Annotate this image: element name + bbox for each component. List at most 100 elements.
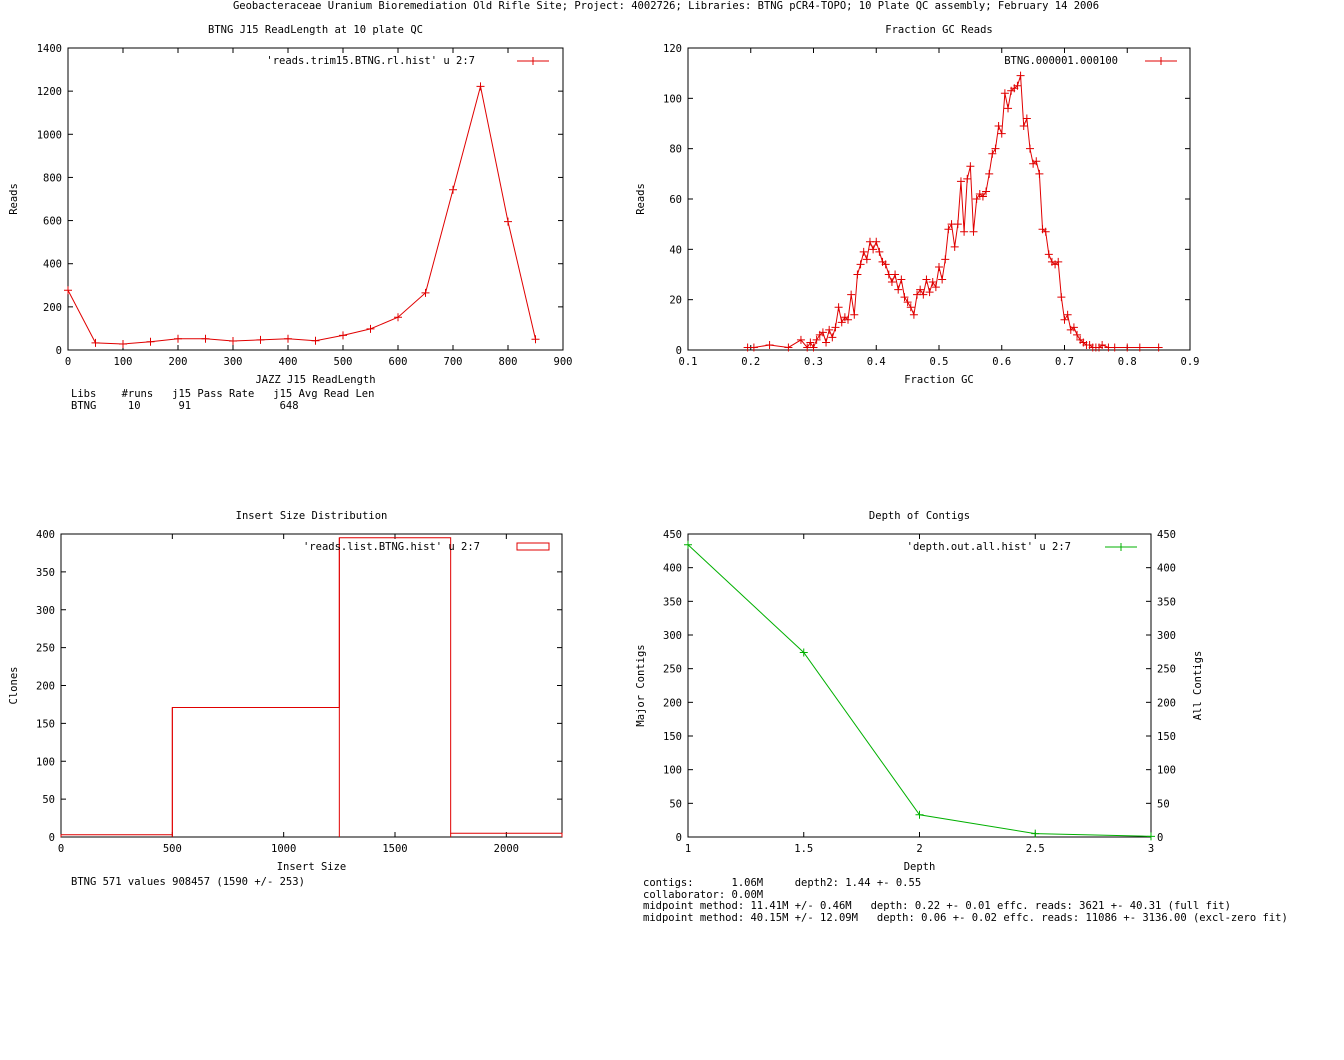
insert-stats-line: BTNG 571 values 908457 (1590 +/- 253) bbox=[71, 876, 305, 888]
depth-y-tick-label: 0 bbox=[676, 832, 682, 844]
readlength-data-point bbox=[504, 217, 512, 226]
readlength-data-point bbox=[394, 313, 402, 322]
gc-data-point bbox=[1041, 227, 1050, 236]
gc-data-point bbox=[856, 260, 865, 269]
readlength-x-tick-label: 200 bbox=[169, 356, 188, 368]
gc-data-point bbox=[969, 227, 978, 236]
gc-y-tick-label: 120 bbox=[663, 43, 682, 55]
readlength-y-tick-label: 600 bbox=[43, 216, 62, 228]
gc-y-tick-label: 60 bbox=[669, 194, 682, 206]
depth-x-tick-label: 1 bbox=[685, 843, 691, 855]
readlength-series-line bbox=[67, 86, 536, 345]
insert-y-tick-label: 150 bbox=[36, 718, 55, 730]
readlength-x-tick-label: 500 bbox=[334, 356, 353, 368]
gc-data-point bbox=[881, 260, 890, 269]
depth-y2-tick-label: 400 bbox=[1157, 563, 1176, 575]
depth-y2-tick-label: 300 bbox=[1157, 630, 1176, 642]
depth-y2-tick-label: 200 bbox=[1157, 697, 1176, 709]
gc-data-point bbox=[831, 323, 840, 332]
gc-x-tick-label: 0.3 bbox=[804, 356, 823, 368]
depth-y2-tick-label: 50 bbox=[1157, 798, 1170, 810]
gc-data-point bbox=[956, 177, 965, 186]
readlength-data-point bbox=[366, 324, 375, 333]
gc-data-point bbox=[978, 192, 987, 201]
readlength-chart: BTNG J15 ReadLength at 10 plate QC JAZZ J… bbox=[8, 24, 572, 386]
depth-y-tick-label: 450 bbox=[663, 529, 682, 541]
depth-stats-collaborator: collaborator: 0.00M bbox=[643, 889, 763, 901]
gc-data-point bbox=[887, 278, 896, 287]
gc-data-point bbox=[1098, 340, 1107, 349]
gc-data-point bbox=[916, 285, 925, 294]
gc-data-point bbox=[953, 220, 962, 229]
gc-data-point bbox=[941, 255, 950, 264]
readlength-x-tick-label: 0 bbox=[65, 356, 71, 368]
gc-series-line bbox=[747, 75, 1159, 349]
gc-data-point bbox=[988, 149, 997, 158]
gc-data-point bbox=[862, 255, 871, 264]
gc-x-tick-label: 0.5 bbox=[930, 356, 949, 368]
gc-data-point bbox=[853, 270, 862, 279]
readlength-data-point bbox=[64, 286, 72, 295]
gc-data-point bbox=[1032, 157, 1041, 166]
gc-data-point bbox=[1135, 343, 1144, 352]
gc-data-point bbox=[997, 129, 1006, 138]
gc-data-point bbox=[1057, 293, 1066, 302]
gc-legend-marker bbox=[1157, 57, 1165, 65]
gc-data-point bbox=[1016, 71, 1025, 80]
gc-x-tick-label: 0.6 bbox=[992, 356, 1011, 368]
gc-data-point bbox=[994, 122, 1003, 131]
depth-stats: contigs: 1.06M depth2: 1.44 +- 0.55 coll… bbox=[643, 877, 1288, 924]
readlength-data-point bbox=[284, 334, 292, 343]
insert-y-tick-label: 400 bbox=[36, 529, 55, 541]
depth-y2-tick-label: 0 bbox=[1157, 832, 1163, 844]
gc-data-point bbox=[844, 315, 853, 324]
gc-data-point bbox=[972, 195, 981, 203]
gc-data-point bbox=[1063, 310, 1072, 319]
gc-data-point bbox=[1004, 104, 1013, 113]
readlength-stats-row: BTNG 10 91 648 bbox=[71, 400, 299, 412]
depth-y-tick-label: 150 bbox=[663, 731, 682, 743]
depth-y-tick-label: 350 bbox=[663, 596, 682, 608]
readlength-x-tick-label: 100 bbox=[114, 356, 133, 368]
gc-y-tick-label: 80 bbox=[669, 144, 682, 156]
depth-data-point bbox=[799, 648, 808, 657]
gc-data-point bbox=[825, 325, 834, 334]
depth-x-tick-label: 2.5 bbox=[1026, 843, 1045, 855]
readlength-data-point bbox=[256, 335, 265, 344]
gc-x-axis-label: Fraction GC bbox=[904, 374, 974, 386]
readlength-x-tick-label: 600 bbox=[389, 356, 408, 368]
insert-histogram-outline bbox=[60, 537, 563, 837]
gc-data-point bbox=[1123, 343, 1132, 352]
gc-chart: Fraction GC Reads Fraction GC Reads 0.1 0.2 0… bbox=[635, 24, 1199, 386]
insert-x-axis-label: Insert Size bbox=[277, 861, 347, 873]
readlength-x-tick-label: 900 bbox=[554, 356, 573, 368]
readlength-data-point bbox=[421, 288, 430, 297]
insert-x-tick-label: 0 bbox=[58, 843, 64, 855]
gc-x-tick-label: 0.7 bbox=[1055, 356, 1074, 368]
readlength-title: BTNG J15 ReadLength at 10 plate QC bbox=[208, 24, 423, 36]
depth-legend-label: 'depth.out.all.hist' u 2:7 bbox=[907, 541, 1071, 553]
gc-data-point bbox=[806, 338, 815, 347]
gc-data-point bbox=[900, 293, 909, 302]
readlength-stats: Libs #runs j15 Pass Rate j15 Avg Read Le… bbox=[71, 388, 374, 412]
gc-y-tick-label: 100 bbox=[663, 93, 682, 105]
readlength-y-tick-label: 1400 bbox=[37, 43, 62, 55]
readlength-x-tick-label: 400 bbox=[279, 356, 298, 368]
insert-x-tick-label: 500 bbox=[163, 843, 182, 855]
readlength-x-tick-label: 300 bbox=[224, 356, 243, 368]
readlength-data-point bbox=[229, 336, 237, 345]
gc-data-point bbox=[1022, 114, 1031, 123]
depth-data-point bbox=[1147, 832, 1155, 841]
insert-x-tick-label: 1500 bbox=[382, 843, 407, 855]
depth-x-axis-label: Depth bbox=[904, 861, 936, 873]
insert-chart: Insert Size Distribution Insert Size Clone… bbox=[8, 510, 563, 873]
depth-x-tick-label: 2 bbox=[916, 843, 922, 855]
depth-y2-tick-label: 100 bbox=[1157, 765, 1176, 777]
gc-data-point bbox=[985, 169, 994, 178]
gc-data-point bbox=[1154, 343, 1163, 352]
depth-series-line bbox=[687, 544, 1152, 837]
readlength-y-tick-label: 800 bbox=[43, 172, 62, 184]
gc-y-tick-label: 40 bbox=[669, 244, 682, 256]
depth-series bbox=[684, 540, 1155, 841]
readlength-data-point bbox=[201, 334, 210, 343]
